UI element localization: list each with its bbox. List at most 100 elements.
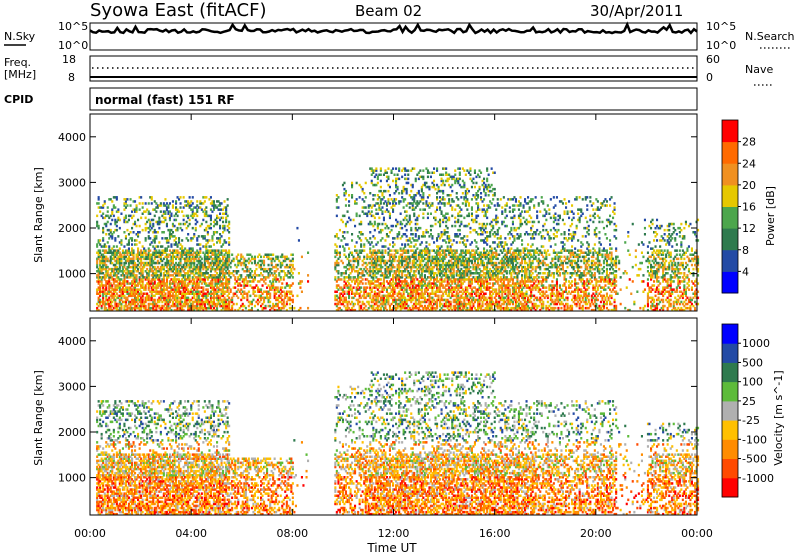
scatter-cell <box>184 253 187 256</box>
scatter-cell <box>205 228 208 232</box>
scatter-cell <box>168 292 171 295</box>
scatter-cell <box>147 282 150 285</box>
scatter-cell <box>164 261 167 265</box>
scatter-cell <box>382 216 385 220</box>
scatter-cell <box>120 288 123 291</box>
scatter-cell <box>141 270 144 273</box>
scatter-cell <box>137 235 140 238</box>
scatter-cell <box>126 272 129 275</box>
scatter-cell <box>146 220 149 224</box>
scatter-cell <box>124 235 127 238</box>
scatter-cell <box>355 241 358 244</box>
scatter-cell <box>196 292 199 295</box>
scatter-cell <box>196 284 199 287</box>
scatter-cell <box>349 259 352 263</box>
scatter-cell <box>425 200 428 203</box>
scatter-cell <box>369 192 372 195</box>
scatter-cell <box>168 253 171 256</box>
scatter-cell <box>135 204 138 207</box>
scatter-cell <box>171 296 174 300</box>
scatter-cell <box>175 270 178 273</box>
scatter-cell <box>121 286 124 289</box>
scatter-cell <box>398 177 401 181</box>
scatter-cell <box>159 202 162 205</box>
scatter-cell <box>135 255 138 259</box>
scatter-cell <box>134 280 137 283</box>
scatter-cell <box>187 304 190 308</box>
scatter-cell <box>108 233 111 236</box>
scatter-cell <box>171 200 174 203</box>
scatter-cell <box>296 294 299 298</box>
scatter-cell <box>190 298 193 302</box>
scatter-cell <box>194 257 197 261</box>
scatter-cell <box>366 286 369 289</box>
scatter-cell <box>159 292 162 295</box>
scatter-cell <box>188 276 191 279</box>
scatter-cell <box>156 255 159 259</box>
scatter-cell <box>188 270 191 273</box>
scatter-cell <box>121 265 124 269</box>
scatter-cell <box>187 290 190 293</box>
scatter-cell <box>194 282 197 285</box>
scatter-cell <box>193 206 196 209</box>
scatter-cell <box>170 233 173 236</box>
scatter-cell <box>194 206 197 209</box>
scatter-cell <box>103 263 106 267</box>
scatter-cell <box>138 288 141 291</box>
scatter-cell <box>124 304 127 308</box>
scatter-cell <box>112 278 115 281</box>
scatter-cell <box>170 286 173 289</box>
scatter-cell <box>188 249 191 252</box>
scatter-cell <box>105 224 108 228</box>
scatter-cell <box>161 253 164 256</box>
scatter-cell <box>194 304 197 308</box>
scatter-cell <box>105 308 108 312</box>
scatter-cell <box>165 247 168 250</box>
scatter-cell <box>225 241 228 244</box>
scatter-cell <box>132 257 135 261</box>
scatter-cell <box>182 292 185 295</box>
scatter-cell <box>131 306 134 310</box>
scatter-cell <box>102 226 105 230</box>
scatter-cell <box>140 261 143 265</box>
scatter-cell <box>168 282 171 285</box>
scatter-cell <box>191 212 194 215</box>
scatter-cell <box>134 306 137 310</box>
scatter-cell <box>105 214 108 218</box>
scatter-cell <box>120 278 123 281</box>
scatter-cell <box>124 259 127 263</box>
scatter-cell <box>144 253 147 256</box>
scatter-cell <box>337 196 340 199</box>
scatter-cell <box>149 302 152 306</box>
scatter-cell <box>118 284 121 287</box>
scatter-cell <box>184 278 187 281</box>
scatter-cell <box>141 261 144 265</box>
scatter-cell <box>208 300 211 304</box>
scatter-cell <box>355 212 358 215</box>
scatter-cell <box>132 253 135 256</box>
scatter-cell <box>178 286 181 289</box>
scatter-cell <box>152 278 155 281</box>
scatter-cell <box>117 276 120 279</box>
scatter-cell <box>264 304 267 308</box>
scatter-cell <box>170 308 173 312</box>
scatter-cell <box>197 290 200 293</box>
scatter-cell <box>194 253 197 256</box>
scatter-cell <box>155 292 158 295</box>
scatter-cell <box>127 306 130 310</box>
scatter-cell <box>184 274 187 277</box>
scatter-cell <box>173 249 176 252</box>
scatter-cell <box>206 302 209 306</box>
scatter-cell <box>206 251 209 254</box>
scatter-cell <box>106 290 109 293</box>
scatter-cell <box>161 300 164 304</box>
scatter-cell <box>111 253 114 256</box>
scatter-cell <box>96 302 99 306</box>
scatter-cell <box>105 259 108 263</box>
scatter-cell <box>132 261 135 265</box>
scatter-cell <box>167 290 170 293</box>
scatter-cell <box>185 278 188 281</box>
scatter-cell <box>135 263 138 267</box>
scatter-cell <box>369 247 372 250</box>
scatter-cell <box>178 290 181 293</box>
